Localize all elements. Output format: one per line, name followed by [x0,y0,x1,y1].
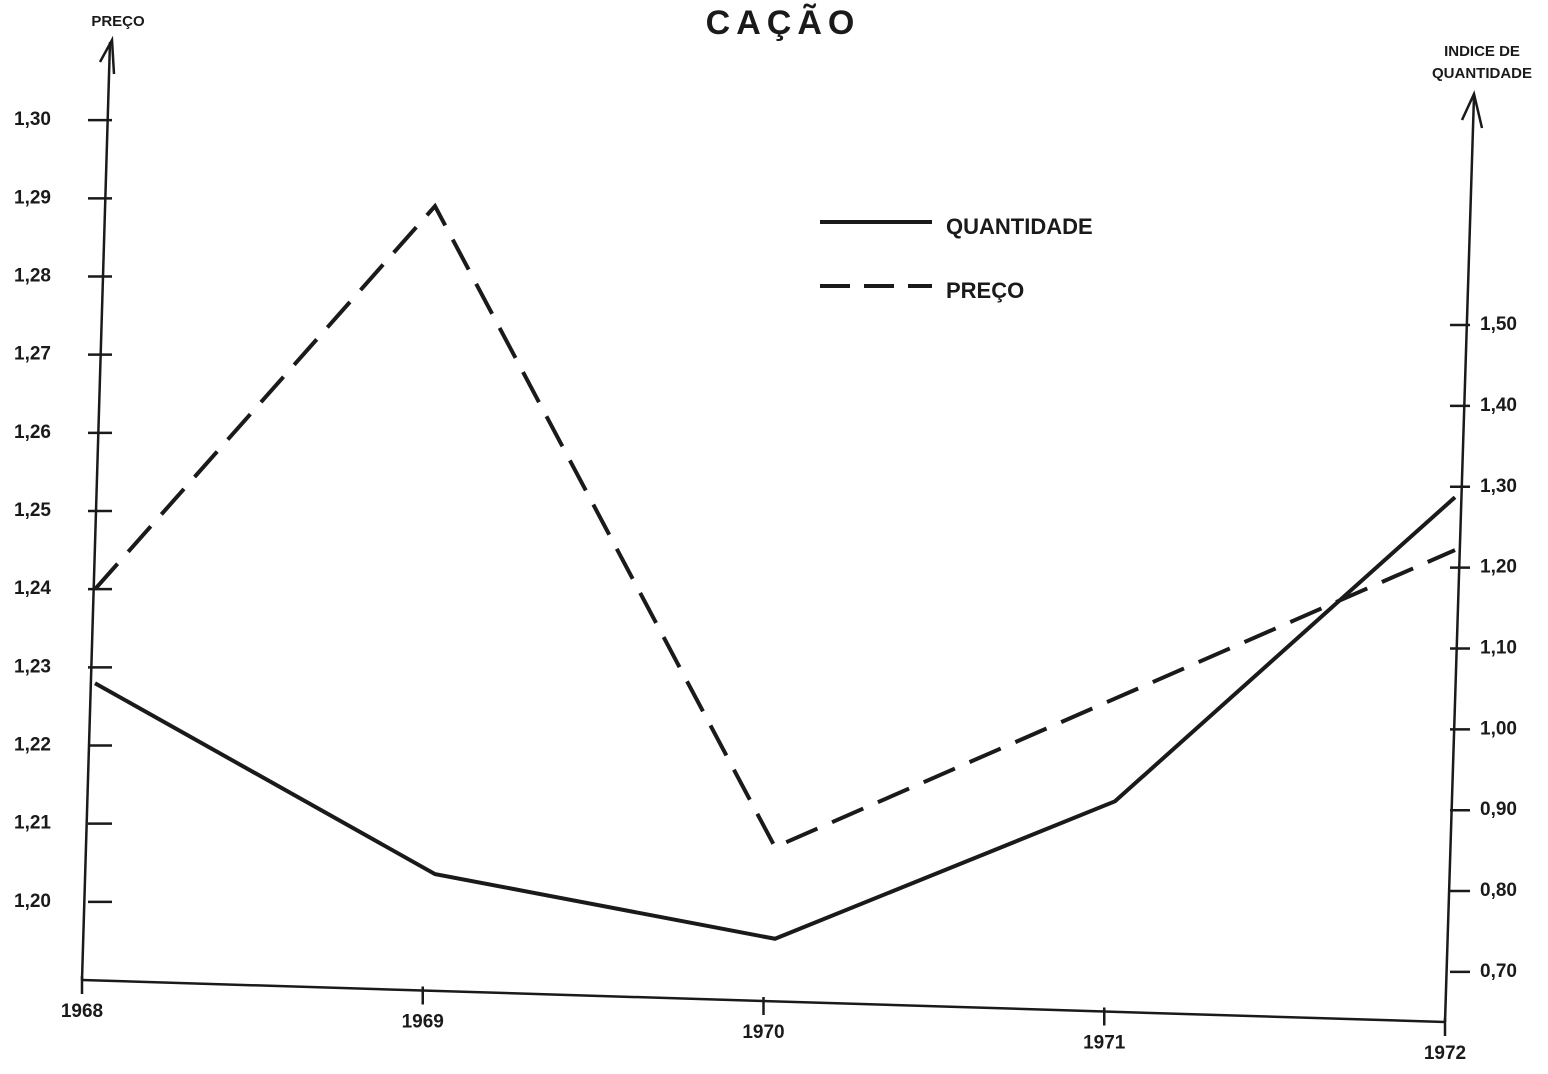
y2-axis-label: QUANTIDADE [1432,65,1532,82]
y-tick-label: 1,26 [14,422,51,443]
y-tick-label: 1,24 [14,578,51,599]
y2-tick-label: 0,70 [1480,961,1517,982]
y2-axis [1443,95,1476,1023]
line-series [93,202,1456,850]
y2-tick-label: 1,10 [1480,637,1517,658]
y2-tick-label: 1,50 [1480,314,1517,335]
y2-axis-label: INDICE DE [1444,43,1520,60]
y2-tick-label: 0,80 [1480,880,1517,901]
x-tick-label: 1972 [1424,1043,1466,1064]
y-tick-label: 1,23 [14,656,51,677]
chart-title: CAÇÃO [706,4,861,42]
y-tick-label: 1,20 [14,891,51,912]
axis-arrow [98,35,116,75]
y-axis-label: PREÇO [91,13,145,30]
legend-label: QUANTIDADE [946,214,1093,239]
y2-tick-label: 1,40 [1480,395,1517,416]
x-tick-label: 1969 [402,1012,444,1033]
y-tick-label: 1,21 [14,813,51,834]
x-tick-label: 1970 [742,1022,784,1043]
y-tick-label: 1,22 [14,735,51,756]
x-tick-label: 1971 [1083,1033,1126,1054]
y-tick-label: 1,29 [14,187,51,208]
legend-label: PREÇO [946,278,1024,303]
axis-arrow [1460,90,1484,129]
line-series [94,495,1457,941]
x-tick-label: 1968 [61,1001,103,1022]
y2-tick-label: 1,20 [1480,557,1517,578]
y2-tick-label: 0,90 [1480,799,1517,820]
y-tick-label: 1,28 [14,266,51,287]
y-tick-label: 1,25 [14,500,51,521]
y2-tick-label: 1,30 [1480,476,1517,497]
y-tick-label: 1,30 [14,109,51,130]
y-tick-label: 1,27 [14,344,51,365]
y2-tick-label: 1,00 [1480,718,1517,739]
